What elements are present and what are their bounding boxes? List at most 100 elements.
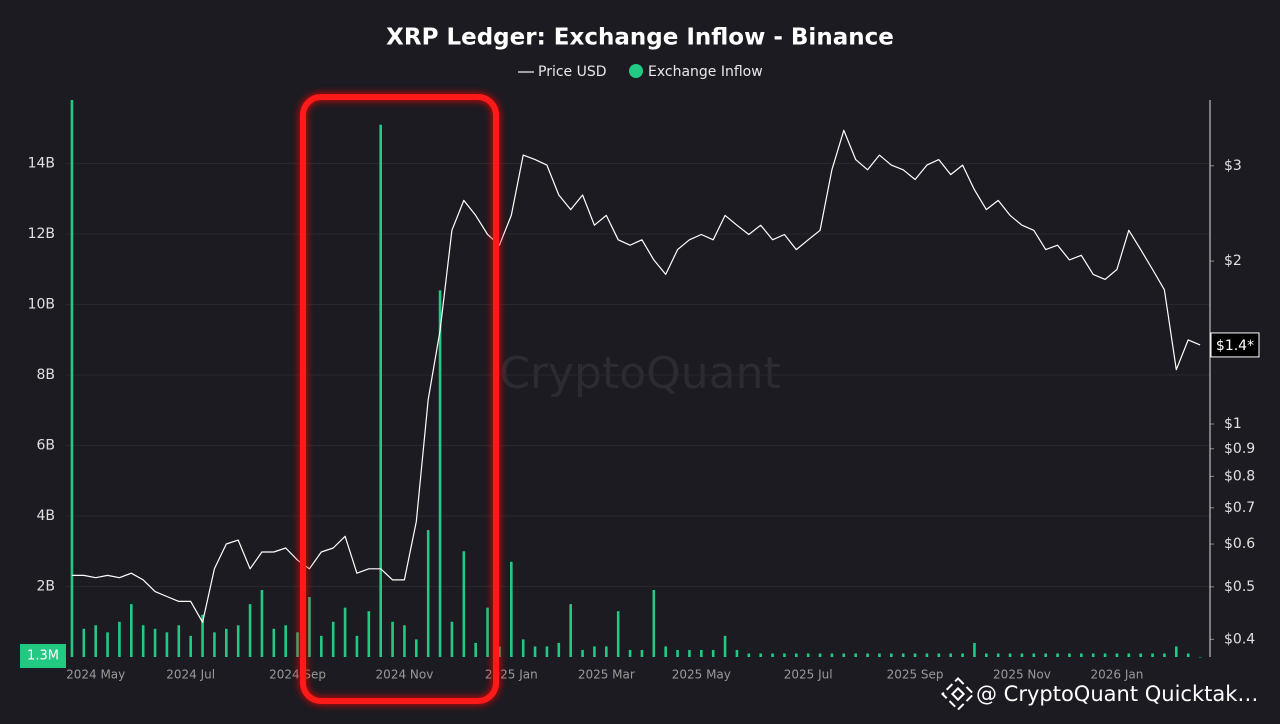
bar [70, 100, 74, 657]
bar [842, 653, 846, 657]
watermark: CryptoQuant [499, 348, 781, 399]
bar [700, 649, 703, 657]
last-value-label: 1.3M [27, 649, 59, 664]
y2-tick-label: $3 [1224, 158, 1242, 174]
bar [985, 653, 988, 657]
bar [415, 639, 418, 657]
bar [747, 653, 751, 657]
x-tick-label: 2024 Jul [166, 668, 215, 682]
bar [925, 653, 929, 657]
x-tick-label: 2025 Jul [784, 668, 833, 682]
bar [1091, 653, 1095, 657]
bar [236, 625, 240, 657]
bar [106, 632, 109, 657]
bar [296, 632, 299, 657]
x-tick-label: 2025 Sep [887, 668, 944, 682]
y-tick-label: 2B [36, 578, 55, 594]
bar [130, 604, 133, 657]
bar [759, 653, 762, 657]
bar [225, 628, 228, 657]
bar [462, 551, 466, 657]
bar [1020, 653, 1024, 657]
bar [1008, 653, 1012, 657]
bar [118, 621, 121, 657]
price-line [71, 129, 1201, 623]
bar [996, 653, 1000, 657]
y2-tick-label: $1 [1224, 416, 1242, 432]
bar [1080, 653, 1083, 657]
y-tick-label: 8B [36, 367, 55, 383]
bar [165, 632, 169, 657]
bar [474, 642, 477, 657]
bar [1056, 653, 1059, 657]
x-tick-label: 2024 May [66, 668, 125, 682]
y-tick-label: 10B [28, 296, 55, 312]
y-tick-label: 14B [28, 155, 55, 171]
bar [177, 625, 181, 657]
x-tick-label: 2025 Jan [485, 668, 538, 682]
bar [367, 611, 371, 657]
bar [403, 625, 406, 657]
bar [82, 628, 86, 657]
bar [652, 590, 656, 657]
bar [664, 646, 667, 657]
x-tick-label: 2025 Nov [993, 668, 1051, 682]
bar [878, 653, 881, 657]
bar [961, 653, 964, 657]
bar [260, 590, 264, 657]
bar [248, 604, 252, 657]
bar [605, 646, 608, 657]
x-tick-label: 2025 May [672, 668, 731, 682]
bar [153, 628, 157, 657]
last-value-box [20, 644, 66, 668]
y-tick-label: 12B [28, 226, 55, 242]
bar [189, 635, 192, 657]
bar [213, 632, 216, 657]
bar [426, 530, 430, 657]
bar [1175, 646, 1178, 657]
bar [379, 124, 382, 657]
bar [830, 653, 834, 657]
binance-icon [941, 677, 975, 711]
bar [320, 635, 323, 657]
bar [331, 621, 335, 657]
footer: @ CryptoQuant Quicktak… [941, 677, 1258, 711]
y2-tick-label: $0.6 [1224, 536, 1255, 552]
bar [890, 653, 893, 657]
last-value-box [1210, 332, 1260, 358]
bar [806, 653, 810, 657]
y2-tick-label: $0.8 [1224, 468, 1255, 484]
bar [783, 653, 786, 657]
highlight-box [300, 94, 499, 704]
bar [1139, 653, 1142, 657]
bar [438, 290, 442, 657]
bar [1115, 653, 1119, 657]
y-tick-label: 6B [36, 437, 55, 453]
bar [1163, 653, 1166, 657]
bar [795, 653, 798, 657]
y2-tick-label: $0.9 [1224, 441, 1255, 457]
x-tick-label: 2025 Mar [578, 668, 635, 682]
bar [581, 649, 584, 657]
bar [771, 653, 774, 657]
bar [711, 649, 715, 657]
bar [201, 614, 204, 657]
y2-tick-label: $0.5 [1224, 579, 1255, 595]
bar [973, 642, 976, 657]
legend-label: Price USD [538, 64, 607, 80]
x-tick-label: 2024 Nov [376, 668, 434, 682]
bar [498, 646, 501, 657]
bar [284, 625, 287, 657]
legend: Price USD Exchange Inflow [518, 64, 763, 80]
bar [628, 649, 632, 657]
bar [640, 649, 644, 657]
bar [1198, 656, 1202, 658]
y2-tick-label: $0.4 [1224, 631, 1255, 647]
bar [1186, 653, 1190, 657]
bar [735, 649, 739, 657]
bar [343, 607, 347, 657]
x-tick-label: 2024 Sep [269, 668, 326, 682]
bar [1068, 653, 1071, 657]
